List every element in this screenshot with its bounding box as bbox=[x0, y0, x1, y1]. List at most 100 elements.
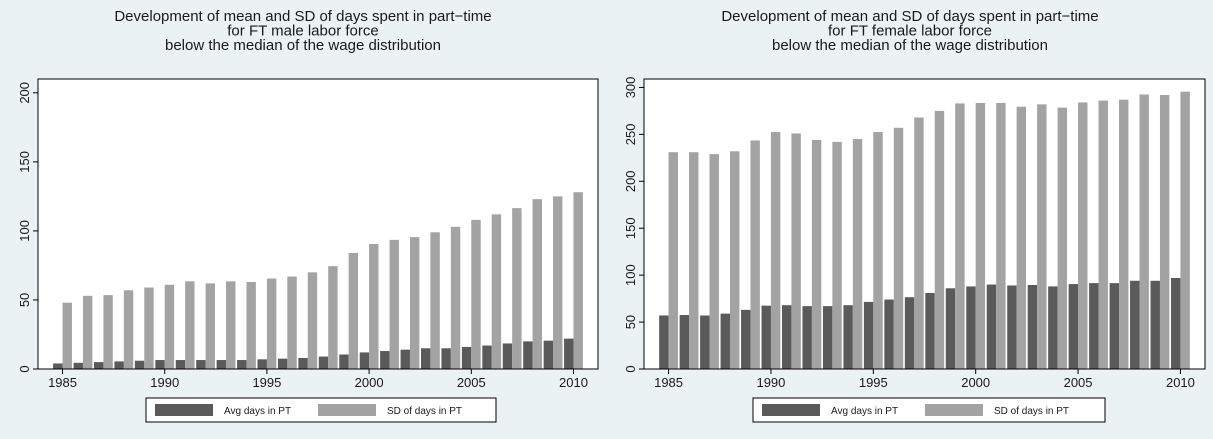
x-tick-label: 2000 bbox=[961, 375, 990, 390]
avg-bar-2005 bbox=[461, 346, 472, 369]
y-tick-label: 200 bbox=[17, 82, 32, 104]
avg-bar-2002 bbox=[1007, 285, 1017, 369]
sd-bar-2010 bbox=[573, 192, 583, 369]
sd-bar-2008 bbox=[1139, 94, 1149, 369]
y-tick-label: 50 bbox=[17, 293, 32, 307]
chart-title-line-2: for FT male labor force bbox=[227, 23, 378, 40]
sd-bar-2000 bbox=[369, 244, 379, 369]
avg-bar-2000 bbox=[359, 352, 370, 369]
sd-bar-1988 bbox=[123, 290, 134, 369]
avg-bar-2003 bbox=[421, 348, 431, 369]
sd-bar-2009 bbox=[553, 196, 563, 369]
sd-bar-1987 bbox=[103, 295, 113, 369]
legend-label-1: Avg days in PT bbox=[224, 406, 291, 417]
avg-bar-1996 bbox=[277, 358, 288, 369]
avg-bar-2010 bbox=[564, 338, 574, 369]
avg-bar-2008 bbox=[1130, 280, 1140, 369]
x-tick-label: 1990 bbox=[756, 375, 785, 390]
sd-bar-1988 bbox=[729, 151, 740, 369]
plot-border bbox=[643, 78, 1206, 370]
x-tick-label: 2010 bbox=[559, 375, 588, 390]
x-tick-label: 1995 bbox=[252, 375, 281, 390]
sd-bar-1999 bbox=[955, 103, 965, 369]
female-chart-panel: Development of mean and SD of days spent… bbox=[607, 0, 1213, 439]
x-tick-label: 2010 bbox=[1166, 375, 1195, 390]
avg-bar-1987 bbox=[700, 315, 710, 369]
sd-bar-2001 bbox=[389, 239, 399, 369]
avg-bar-1985 bbox=[659, 315, 669, 369]
avg-bar-2002 bbox=[400, 349, 410, 369]
sd-bar-1992 bbox=[205, 283, 215, 369]
avg-bar-1990 bbox=[761, 305, 771, 369]
avg-bar-2007 bbox=[502, 343, 513, 369]
y-tick-label: 250 bbox=[623, 124, 638, 146]
x-tick-label: 1985 bbox=[654, 375, 683, 390]
avg-bar-2007 bbox=[1109, 283, 1120, 369]
avg-bar-2006 bbox=[1089, 283, 1099, 369]
avg-bar-2005 bbox=[1068, 284, 1079, 369]
avg-bar-1989 bbox=[741, 309, 751, 369]
avg-bar-1992 bbox=[196, 360, 206, 369]
legend-label-1: Avg days in PT bbox=[831, 406, 898, 417]
avg-bar-1991 bbox=[781, 305, 792, 369]
legend-key-1 bbox=[155, 404, 213, 416]
y-tick-label: 100 bbox=[17, 220, 32, 242]
avg-bar-1999 bbox=[945, 288, 956, 369]
sd-bar-1989 bbox=[750, 140, 760, 369]
avg-bar-1988 bbox=[720, 313, 730, 369]
avg-bar-2001 bbox=[986, 284, 997, 369]
avg-bar-1991 bbox=[175, 360, 186, 369]
sd-bar-1985 bbox=[668, 152, 678, 369]
y-tick-label: 100 bbox=[623, 264, 638, 286]
x-tick-label: 1995 bbox=[859, 375, 888, 390]
sd-bar-2005 bbox=[1078, 102, 1088, 370]
sd-bar-2004 bbox=[450, 226, 461, 369]
sd-bar-1987 bbox=[709, 154, 719, 369]
x-tick-label: 1985 bbox=[48, 375, 77, 390]
sd-bar-1998 bbox=[328, 266, 338, 369]
sd-bar-1996 bbox=[287, 276, 297, 369]
sd-bar-2003 bbox=[1037, 104, 1047, 369]
avg-bar-1985 bbox=[53, 363, 63, 369]
sd-bar-2002 bbox=[1016, 106, 1027, 369]
sd-bar-1986 bbox=[689, 152, 699, 369]
y-tick-label: 150 bbox=[17, 151, 32, 173]
avg-bar-1997 bbox=[298, 357, 308, 369]
legend-label-2: SD of days in PT bbox=[387, 406, 462, 417]
sd-bar-2000 bbox=[975, 102, 986, 369]
y-tick-label: 200 bbox=[623, 170, 638, 192]
sd-bar-2010 bbox=[1180, 91, 1190, 369]
sd-bar-1991 bbox=[185, 281, 195, 369]
y-tick-label: 0 bbox=[623, 365, 638, 372]
avg-bar-1999 bbox=[339, 354, 349, 369]
sd-bar-1989 bbox=[144, 287, 154, 369]
chart-title-line-3: below the median of the wage distributio… bbox=[165, 37, 441, 54]
sd-bar-1991 bbox=[791, 133, 801, 369]
avg-bar-1998 bbox=[318, 356, 329, 369]
avg-bar-1994 bbox=[843, 305, 853, 369]
avg-bar-1995 bbox=[863, 301, 874, 369]
x-tick-label: 2005 bbox=[1064, 375, 1093, 390]
sd-bar-2006 bbox=[1098, 100, 1108, 370]
sd-bar-2007 bbox=[512, 208, 522, 369]
sd-bar-2005 bbox=[471, 219, 481, 369]
y-tick-label: 50 bbox=[623, 315, 638, 329]
sd-bar-1993 bbox=[226, 281, 236, 369]
sd-bar-2001 bbox=[996, 102, 1006, 369]
avg-bar-2006 bbox=[482, 345, 492, 369]
sd-bar-1997 bbox=[914, 117, 924, 369]
avg-bar-1993 bbox=[216, 360, 227, 369]
sd-bar-2002 bbox=[409, 237, 420, 369]
sd-bar-2008 bbox=[532, 199, 542, 369]
avg-bar-1988 bbox=[114, 361, 124, 369]
sd-bar-1998 bbox=[934, 110, 945, 369]
avg-bar-1992 bbox=[802, 306, 812, 369]
legend-key-2 bbox=[925, 404, 983, 416]
avg-bar-2010 bbox=[1171, 277, 1181, 369]
male-chart-panel: Development of mean and SD of days spent… bbox=[0, 0, 606, 439]
sd-bar-1990 bbox=[164, 284, 175, 369]
sd-bar-2003 bbox=[430, 232, 440, 369]
avg-bar-2008 bbox=[523, 341, 533, 369]
avg-bar-1986 bbox=[73, 362, 83, 369]
x-tick-label: 2000 bbox=[355, 375, 384, 390]
